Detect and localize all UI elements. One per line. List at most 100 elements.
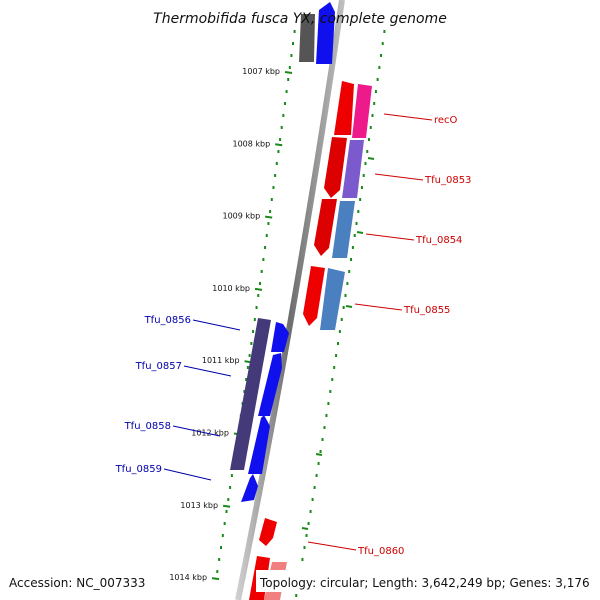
track-dot <box>335 354 338 357</box>
kbp-tick-label: 1012 kbp <box>191 429 229 438</box>
track-dot <box>227 498 230 501</box>
gene-feature[interactable] <box>259 518 277 546</box>
track-dot <box>282 114 285 117</box>
track-dot <box>223 522 226 525</box>
gene-label[interactable]: Tfu_0857 <box>135 361 182 372</box>
track-dot <box>380 54 383 57</box>
track-dot <box>246 366 249 369</box>
feature-tracks <box>216 30 386 597</box>
gene-feature[interactable] <box>316 2 335 64</box>
gene-feature[interactable] <box>324 137 347 198</box>
track-dot <box>381 42 384 45</box>
gene-label[interactable]: Tfu_0860 <box>357 546 404 557</box>
kbp-tick <box>284 71 293 74</box>
track-dot <box>371 114 374 117</box>
track-dot <box>272 186 275 189</box>
track-dot <box>383 30 386 33</box>
track-dot <box>331 378 334 381</box>
gene-feature[interactable] <box>299 14 315 62</box>
track-dash <box>315 453 323 456</box>
track-dot <box>360 186 363 189</box>
kbp-tick <box>275 143 283 147</box>
kbp-tick <box>222 504 231 508</box>
gene-label[interactable]: Tfu_0859 <box>115 464 162 475</box>
accession-text: Accession: NC_007333 <box>9 576 145 590</box>
gene-feature[interactable] <box>241 474 258 502</box>
kbp-tick-label: 1011 kbp <box>202 356 240 365</box>
kbp-tick-label: 1010 kbp <box>212 284 250 293</box>
track-dot <box>274 174 277 177</box>
track-dot <box>303 546 306 549</box>
track-dot <box>374 90 377 93</box>
track-dot <box>351 246 354 249</box>
gene-label[interactable]: Tfu_0855 <box>403 305 450 316</box>
track-dot <box>367 138 370 141</box>
gene-feature[interactable] <box>320 268 345 330</box>
gene-label[interactable]: Tfu_0853 <box>424 175 471 186</box>
track-dot <box>364 162 367 165</box>
track-dot <box>264 246 267 249</box>
track-dot <box>253 318 256 321</box>
track-dot <box>277 150 280 153</box>
track-dot <box>323 426 326 429</box>
track-dot <box>257 294 260 297</box>
gene-feature[interactable] <box>342 140 364 198</box>
gene-feature[interactable] <box>248 415 270 474</box>
track-dot <box>267 222 270 225</box>
track-dash <box>367 157 375 160</box>
track-dot <box>307 522 310 525</box>
track-dot <box>317 462 320 465</box>
gene-label[interactable]: Tfu_0856 <box>144 315 191 326</box>
track-dot <box>340 318 343 321</box>
gene-label[interactable]: recO <box>434 115 458 126</box>
kbp-tick-label: 1008 kbp <box>233 139 271 148</box>
track-dot <box>376 78 379 81</box>
label-leader-lines <box>163 113 433 551</box>
track-dot <box>346 282 349 285</box>
track-dot <box>285 90 288 93</box>
accession-backdrop <box>0 570 145 592</box>
track-dot <box>362 174 365 177</box>
track-dot <box>305 534 308 537</box>
track-dot <box>258 282 261 285</box>
track-dot <box>357 210 360 213</box>
track-dot <box>250 342 253 345</box>
map-title: Thermobifida fusca YX, complete genome <box>153 11 447 27</box>
gene-feature[interactable] <box>334 81 354 135</box>
gene-feature[interactable] <box>271 322 289 352</box>
gene-label[interactable]: Tfu_0858 <box>124 421 171 432</box>
track-dot <box>325 414 328 417</box>
gene-feature[interactable] <box>230 318 271 470</box>
topology-text: Topology: circular; Length: 3,642,249 bp… <box>259 576 590 590</box>
gene-feature[interactable] <box>332 201 355 258</box>
track-dot <box>321 438 324 441</box>
track-dot <box>301 558 304 561</box>
kbp-tick <box>265 215 273 219</box>
track-dot <box>219 546 222 549</box>
gene-feature[interactable] <box>352 84 372 138</box>
kbp-tick-label: 1013 kbp <box>180 501 218 510</box>
track-dot <box>252 330 255 333</box>
track-dot <box>355 222 358 225</box>
kbp-tick <box>254 287 263 291</box>
gene-feature[interactable] <box>258 353 282 416</box>
kbp-tick-label: 1009 kbp <box>223 212 261 221</box>
track-dot <box>350 258 353 261</box>
gene-label[interactable]: Tfu_0854 <box>415 235 462 246</box>
track-dot <box>292 42 295 45</box>
gene-feature[interactable] <box>303 266 325 326</box>
track-dot <box>329 390 332 393</box>
track-dot <box>336 342 339 345</box>
track-dot <box>243 390 246 393</box>
track-dot <box>348 270 351 273</box>
track-dash <box>345 305 353 308</box>
track-dot <box>288 66 291 69</box>
track-dot <box>248 354 251 357</box>
track-dot <box>221 534 224 537</box>
track-dot <box>218 558 221 561</box>
gene-feature[interactable] <box>314 199 337 256</box>
track-dot <box>378 66 381 69</box>
reverse-strand-features <box>230 318 289 502</box>
track-dash <box>301 527 309 530</box>
